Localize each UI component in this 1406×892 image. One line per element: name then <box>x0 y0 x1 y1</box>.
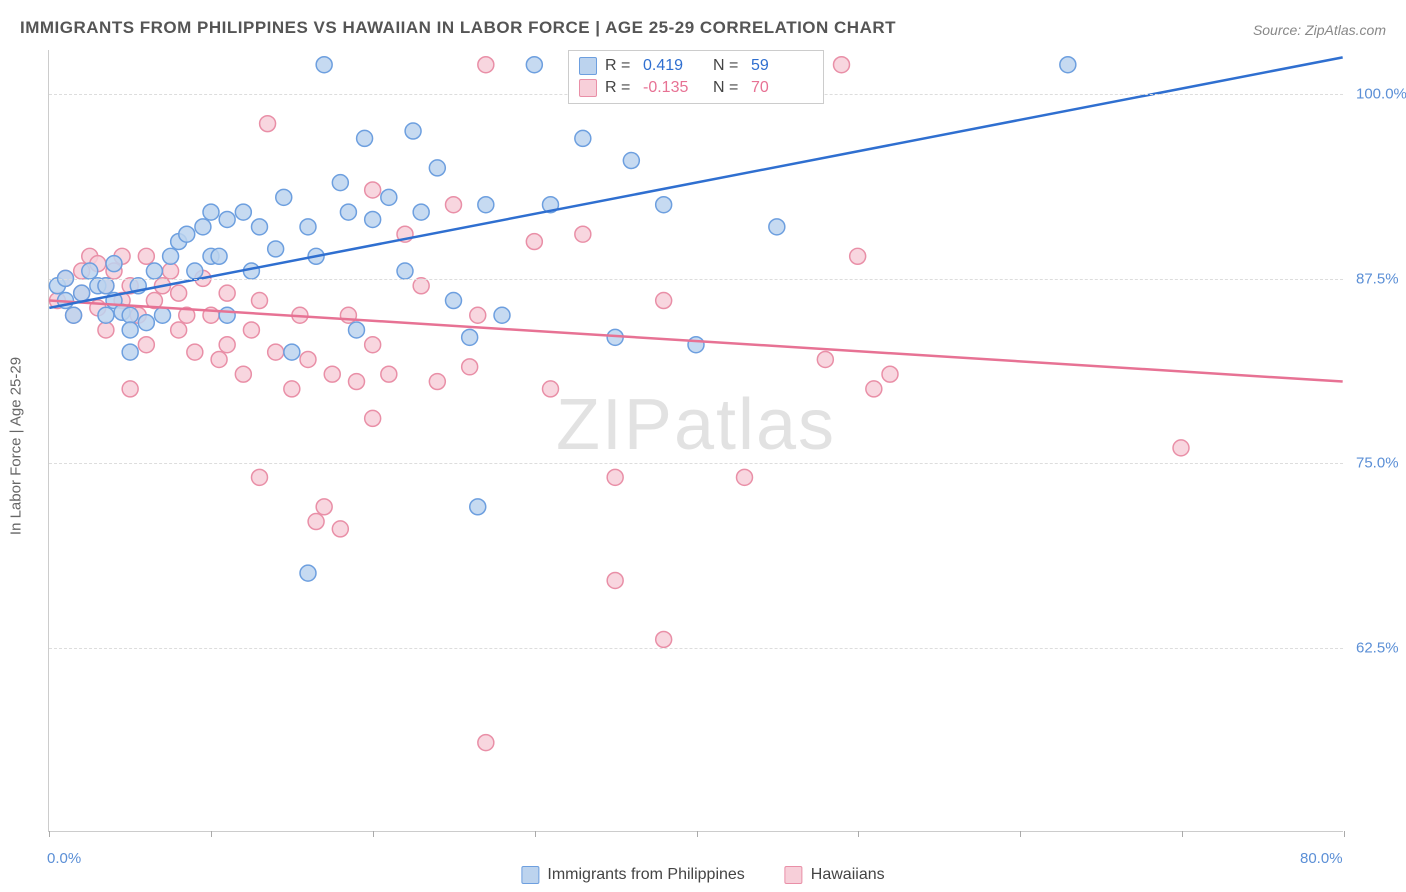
legend-stats: R = 0.419 N = 59 R = -0.135 N = 70 <box>568 50 824 104</box>
r-value-blue: 0.419 <box>643 57 705 75</box>
y-tick-label: 100.0% <box>1356 86 1406 103</box>
n-label: N = <box>713 57 743 75</box>
y-tick-label: 62.5% <box>1356 639 1399 656</box>
chart-title: IMMIGRANTS FROM PHILIPPINES VS HAWAIIAN … <box>20 18 896 38</box>
swatch-blue <box>579 57 597 75</box>
r-value-pink: -0.135 <box>643 79 705 97</box>
legend-stats-row-blue: R = 0.419 N = 59 <box>579 55 813 77</box>
legend-label: Immigrants from Philippines <box>547 866 744 884</box>
x-tick-label: 0.0% <box>47 850 81 867</box>
legend-item-hawaiians: Hawaiians <box>785 866 885 884</box>
legend-series: Immigrants from Philippines Hawaiians <box>521 866 884 884</box>
y-tick-label: 75.0% <box>1356 455 1399 472</box>
r-label: R = <box>605 57 635 75</box>
n-label: N = <box>713 79 743 97</box>
correlation-chart: IMMIGRANTS FROM PHILIPPINES VS HAWAIIAN … <box>0 0 1406 892</box>
x-tick-label: 80.0% <box>1300 850 1343 867</box>
legend-stats-row-pink: R = -0.135 N = 70 <box>579 77 813 99</box>
swatch-pink <box>785 866 803 884</box>
legend-item-philippines: Immigrants from Philippines <box>521 866 744 884</box>
plot-area: ZIPatlas R = 0.419 N = 59 R = -0.135 N =… <box>48 50 1343 832</box>
n-value-pink: 70 <box>751 79 813 97</box>
y-tick-label: 87.5% <box>1356 270 1399 287</box>
source-label: Source: ZipAtlas.com <box>1253 22 1386 38</box>
n-value-blue: 59 <box>751 57 813 75</box>
swatch-pink <box>579 79 597 97</box>
swatch-blue <box>521 866 539 884</box>
y-axis-label: In Labor Force | Age 25-29 <box>8 357 25 535</box>
r-label: R = <box>605 79 635 97</box>
legend-label: Hawaiians <box>811 866 885 884</box>
plot-svg <box>49 50 1343 831</box>
